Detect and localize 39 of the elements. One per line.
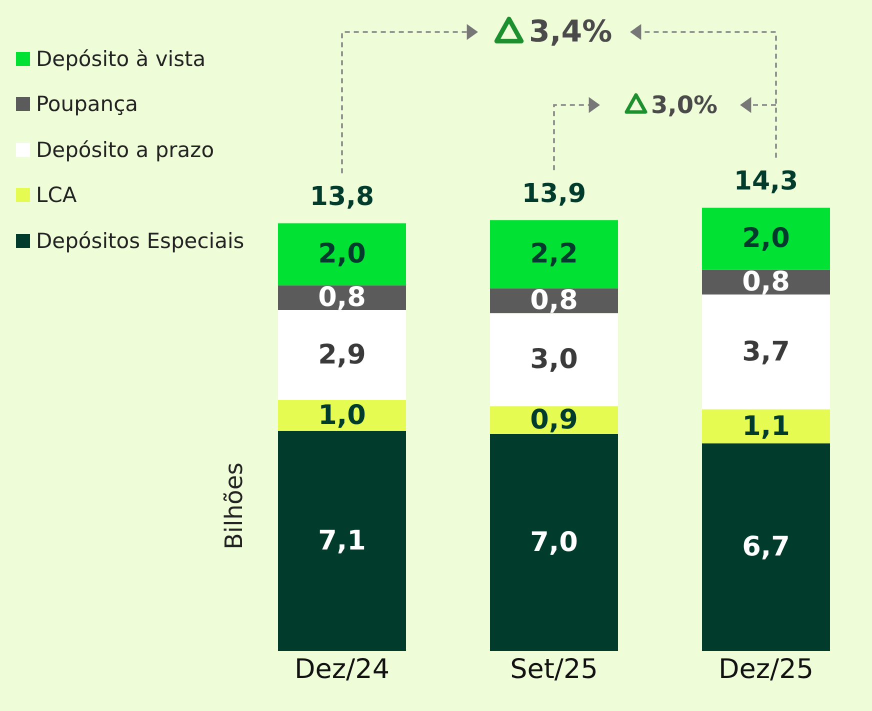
x-tick-label: Set/25 — [510, 654, 598, 686]
legend-label: Depósito a prazo — [36, 138, 214, 162]
total-label: 14,3 — [734, 166, 798, 197]
data-label: 0,9 — [530, 404, 578, 436]
y-axis-title: Bilhões — [220, 462, 248, 550]
data-label: 1,0 — [318, 400, 366, 431]
data-label: 0,8 — [530, 285, 578, 316]
bar — [278, 223, 406, 286]
data-label: 7,1 — [318, 525, 366, 556]
bar — [702, 294, 830, 410]
data-label: 3,0 — [530, 344, 578, 376]
bar — [702, 208, 830, 270]
legend-label: Depósito à vista — [36, 46, 206, 71]
legend-label: Depósitos Especiais — [36, 228, 244, 253]
data-label: 2,0 — [318, 238, 366, 270]
x-tick-label: Dez/24 — [294, 654, 390, 686]
data-label: 2,9 — [318, 339, 366, 370]
text: 3,0% — [651, 91, 718, 119]
bar — [278, 430, 406, 651]
legend-label: Poupança — [36, 92, 138, 116]
bar — [490, 434, 618, 651]
x-tick-label: Dez/25 — [718, 654, 814, 686]
bar — [702, 409, 830, 444]
data-label: 0,8 — [318, 282, 366, 314]
data-label: 6,7 — [742, 532, 790, 563]
data-label: 2,0 — [742, 223, 790, 254]
bar — [278, 310, 406, 400]
data-label: 3,7 — [742, 336, 790, 368]
bar — [702, 443, 830, 651]
data-label: 2,2 — [530, 238, 578, 270]
total-label: 13,8 — [310, 182, 374, 212]
data-label: 1,1 — [742, 410, 790, 442]
data-label: 0,8 — [742, 266, 790, 298]
text: 3,4% — [529, 14, 612, 50]
total-label: 13,9 — [522, 179, 586, 210]
data-label: 7,0 — [530, 527, 578, 558]
legend-label: LCA — [36, 183, 77, 208]
bar — [490, 313, 618, 406]
bar — [490, 220, 618, 288]
